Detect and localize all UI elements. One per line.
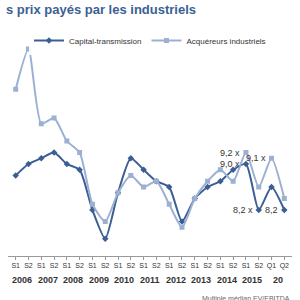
svg-text:Capital-transmission: Capital-transmission — [69, 37, 141, 46]
svg-text:Q1: Q1 — [267, 262, 276, 270]
svg-text:S2: S2 — [24, 262, 33, 269]
svg-text:S1: S1 — [242, 262, 251, 269]
svg-text:Multiple médian EV/EBITDA: Multiple médian EV/EBITDA — [202, 295, 290, 300]
svg-text:S1: S1 — [114, 262, 123, 269]
svg-text:S1: S1 — [37, 262, 46, 269]
svg-text:S1: S1 — [88, 262, 97, 269]
svg-text:Acquéreurs industriels: Acquéreurs industriels — [186, 37, 265, 46]
svg-text:2012: 2012 — [166, 275, 186, 285]
svg-text:S2: S2 — [101, 262, 110, 269]
svg-text:2010: 2010 — [114, 275, 134, 285]
svg-text:Q2: Q2 — [280, 262, 289, 270]
svg-text:S1: S1 — [216, 262, 225, 269]
svg-text:S1: S1 — [139, 262, 148, 269]
svg-text:2014: 2014 — [217, 275, 237, 285]
svg-text:2011: 2011 — [140, 275, 160, 285]
svg-text:S1: S1 — [11, 262, 20, 269]
svg-text:S1: S1 — [190, 262, 199, 269]
svg-text:8,2 x: 8,2 x — [233, 205, 253, 215]
svg-text:S2: S2 — [152, 262, 161, 269]
svg-text:2013: 2013 — [191, 275, 211, 285]
svg-text:S1: S1 — [165, 262, 174, 269]
svg-text:2007: 2007 — [38, 275, 58, 285]
svg-text:S2: S2 — [229, 262, 238, 269]
svg-text:9,1 x: 9,1 x — [246, 153, 266, 163]
svg-text:S2: S2 — [75, 262, 84, 269]
svg-text:s prix payés par les industrie: s prix payés par les industriels — [6, 2, 196, 17]
svg-text:2008: 2008 — [63, 275, 83, 285]
svg-text:S2: S2 — [254, 262, 263, 269]
svg-text:2006: 2006 — [12, 275, 32, 285]
svg-text:20: 20 — [273, 275, 283, 285]
svg-text:9,0 x: 9,0 x — [220, 159, 240, 169]
svg-text:S2: S2 — [127, 262, 136, 269]
svg-text:S2: S2 — [50, 262, 59, 269]
svg-text:2009: 2009 — [89, 275, 109, 285]
svg-text:S2: S2 — [203, 262, 212, 269]
svg-text:9,2 x: 9,2 x — [220, 148, 240, 158]
svg-text:S1: S1 — [63, 262, 72, 269]
svg-text:S2: S2 — [178, 262, 187, 269]
svg-text:2015: 2015 — [242, 275, 262, 285]
svg-text:8,2: 8,2 — [265, 205, 278, 215]
